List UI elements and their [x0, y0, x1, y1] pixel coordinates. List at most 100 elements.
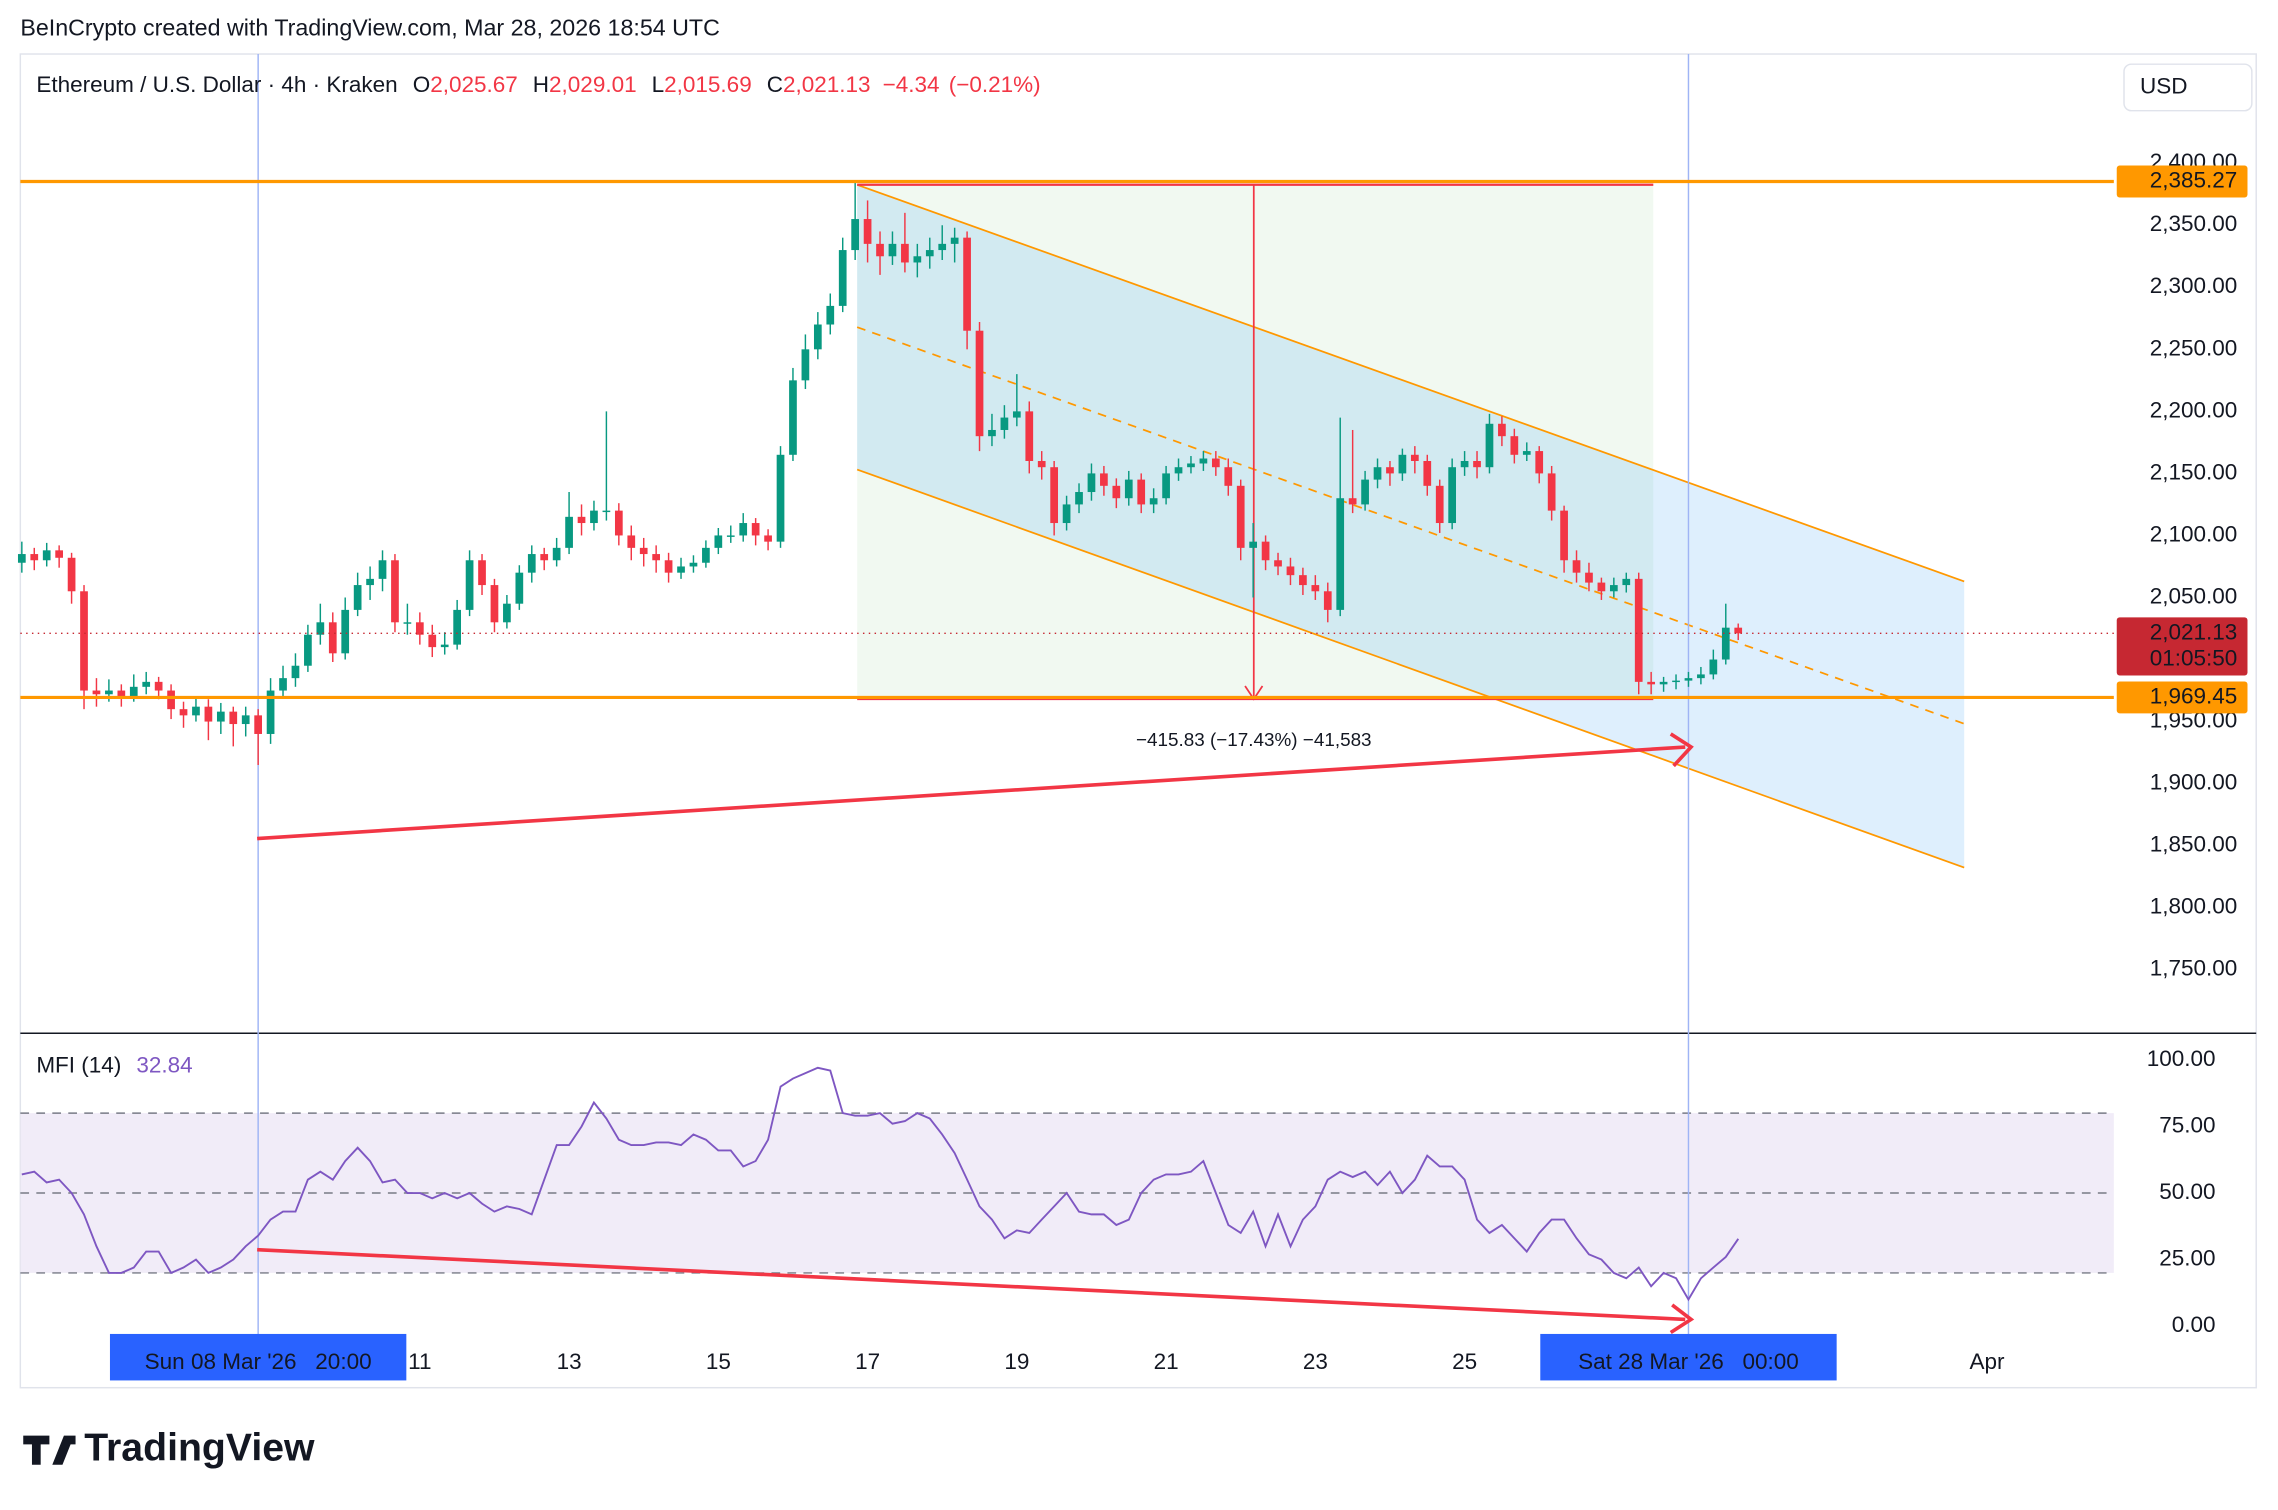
candle-body [975, 330, 984, 437]
candle-body [552, 547, 561, 561]
candle-body [478, 560, 486, 586]
ohlc-value: 2,021.13 [783, 72, 871, 97]
candle-body [1037, 460, 1046, 468]
candle-body [652, 554, 661, 561]
y-tick-label: 1,800.00 [2150, 894, 2238, 919]
candle-body [1473, 460, 1481, 468]
y-tick-label: 2,200.00 [2150, 397, 2238, 422]
candle-body [353, 585, 362, 610]
candle-body [1299, 575, 1307, 586]
channel-mid [856, 326, 1965, 725]
candle-body [1012, 411, 1021, 418]
candle-body [490, 585, 499, 623]
candle-body [241, 715, 250, 725]
candle-body [527, 554, 536, 573]
candle-body [1684, 678, 1693, 681]
change: −4.34 [883, 72, 940, 97]
candle-body [192, 706, 200, 716]
candle-body [1025, 411, 1034, 461]
brand-logo [23, 1435, 76, 1465]
candle-body [813, 324, 822, 350]
candle-body [1498, 423, 1506, 437]
candle-body [1522, 451, 1531, 455]
price-label: 2,385.27 [2150, 167, 2238, 192]
candle-body [664, 560, 673, 573]
crosshair-label-box [109, 1333, 407, 1381]
candle-body [1435, 485, 1444, 524]
candle-body [901, 243, 909, 263]
change-pct: (−0.21%) [949, 72, 1041, 97]
candle-body [1162, 473, 1170, 499]
price-label-box [2116, 165, 2248, 198]
y-tick-label: 1,900.00 [2150, 770, 2238, 795]
y-tick-label: 2,300.00 [2150, 273, 2238, 298]
candle-body [30, 554, 39, 561]
candle-body [1572, 560, 1581, 573]
trend-arrow [257, 745, 1686, 841]
candle-body [1697, 674, 1705, 679]
x-tick-label: Apr [1969, 1349, 2005, 1374]
candle-body [1199, 458, 1208, 464]
currency-label[interactable]: USD [2140, 73, 2188, 98]
candle-body [789, 380, 797, 455]
candle-body [1087, 473, 1096, 493]
x-tick-label: 23 [1303, 1349, 1328, 1374]
candle-body [167, 690, 175, 710]
candle-body [105, 690, 113, 695]
candle-body [515, 572, 524, 604]
crosshair-label-box [1540, 1333, 1837, 1381]
measure-label: −415.83 (−17.43%) −41,583 [1136, 730, 1372, 751]
candle-body [1261, 541, 1270, 561]
trend-arrowhead [1669, 732, 1694, 768]
candle-body [42, 550, 51, 561]
candle-body [1410, 454, 1419, 461]
ohlc-key: C [767, 72, 783, 97]
candle-body [1112, 485, 1121, 499]
price-label-box [2116, 681, 2248, 714]
divergence-arrowhead [1669, 1303, 1695, 1335]
legend: Ethereum / U.S. Dollar · 4h · Kraken O2,… [36, 72, 1040, 97]
candle-body [1137, 479, 1146, 505]
candle-body [1709, 659, 1718, 675]
ohlc-value: 2,015.69 [664, 72, 752, 97]
candle-body [1311, 585, 1320, 592]
candle-body [154, 681, 163, 691]
candle-body [117, 690, 126, 697]
candle-body [1062, 504, 1071, 524]
candle-body [1274, 560, 1282, 567]
candle-body [627, 535, 636, 548]
mfi-tick-label: 50.00 [2159, 1179, 2215, 1204]
candle-body [1050, 467, 1059, 524]
candle-body [1149, 498, 1158, 505]
candle-body [1535, 451, 1544, 474]
mfi-value: 32.84 [136, 1053, 192, 1078]
mfi-tick-label: 25.00 [2159, 1246, 2215, 1271]
candle-body [1348, 498, 1357, 505]
annotations: −415.83 (−17.43%) −41,583 2,385.27 2,021.… [109, 165, 2248, 1381]
y-tick-label: 2,050.00 [2150, 583, 2238, 608]
candle-body [503, 603, 511, 623]
candle-body [403, 622, 412, 624]
candle-body [938, 243, 947, 251]
x-tick-label: 17 [855, 1349, 880, 1374]
candle-body [1174, 467, 1183, 474]
candle-body [876, 243, 884, 257]
candle-body [67, 557, 76, 592]
candle-body [689, 562, 698, 567]
ohlc-key: H [533, 72, 549, 97]
candle-body [428, 634, 437, 648]
candle-body [1622, 578, 1631, 586]
candle-body [1000, 417, 1009, 430]
candle-body [565, 516, 573, 548]
candle-body [229, 711, 238, 725]
mfi-legend: MFI (14) 32.84 [36, 1053, 192, 1078]
candle-body [1460, 460, 1469, 468]
header: BeInCrypto created with TradingView.com,… [20, 14, 720, 40]
candle-body [1734, 627, 1743, 634]
channel-upper [856, 183, 1965, 583]
candle-body [440, 644, 449, 648]
candle-body [1585, 572, 1593, 583]
currency-button[interactable] [2123, 63, 2253, 112]
